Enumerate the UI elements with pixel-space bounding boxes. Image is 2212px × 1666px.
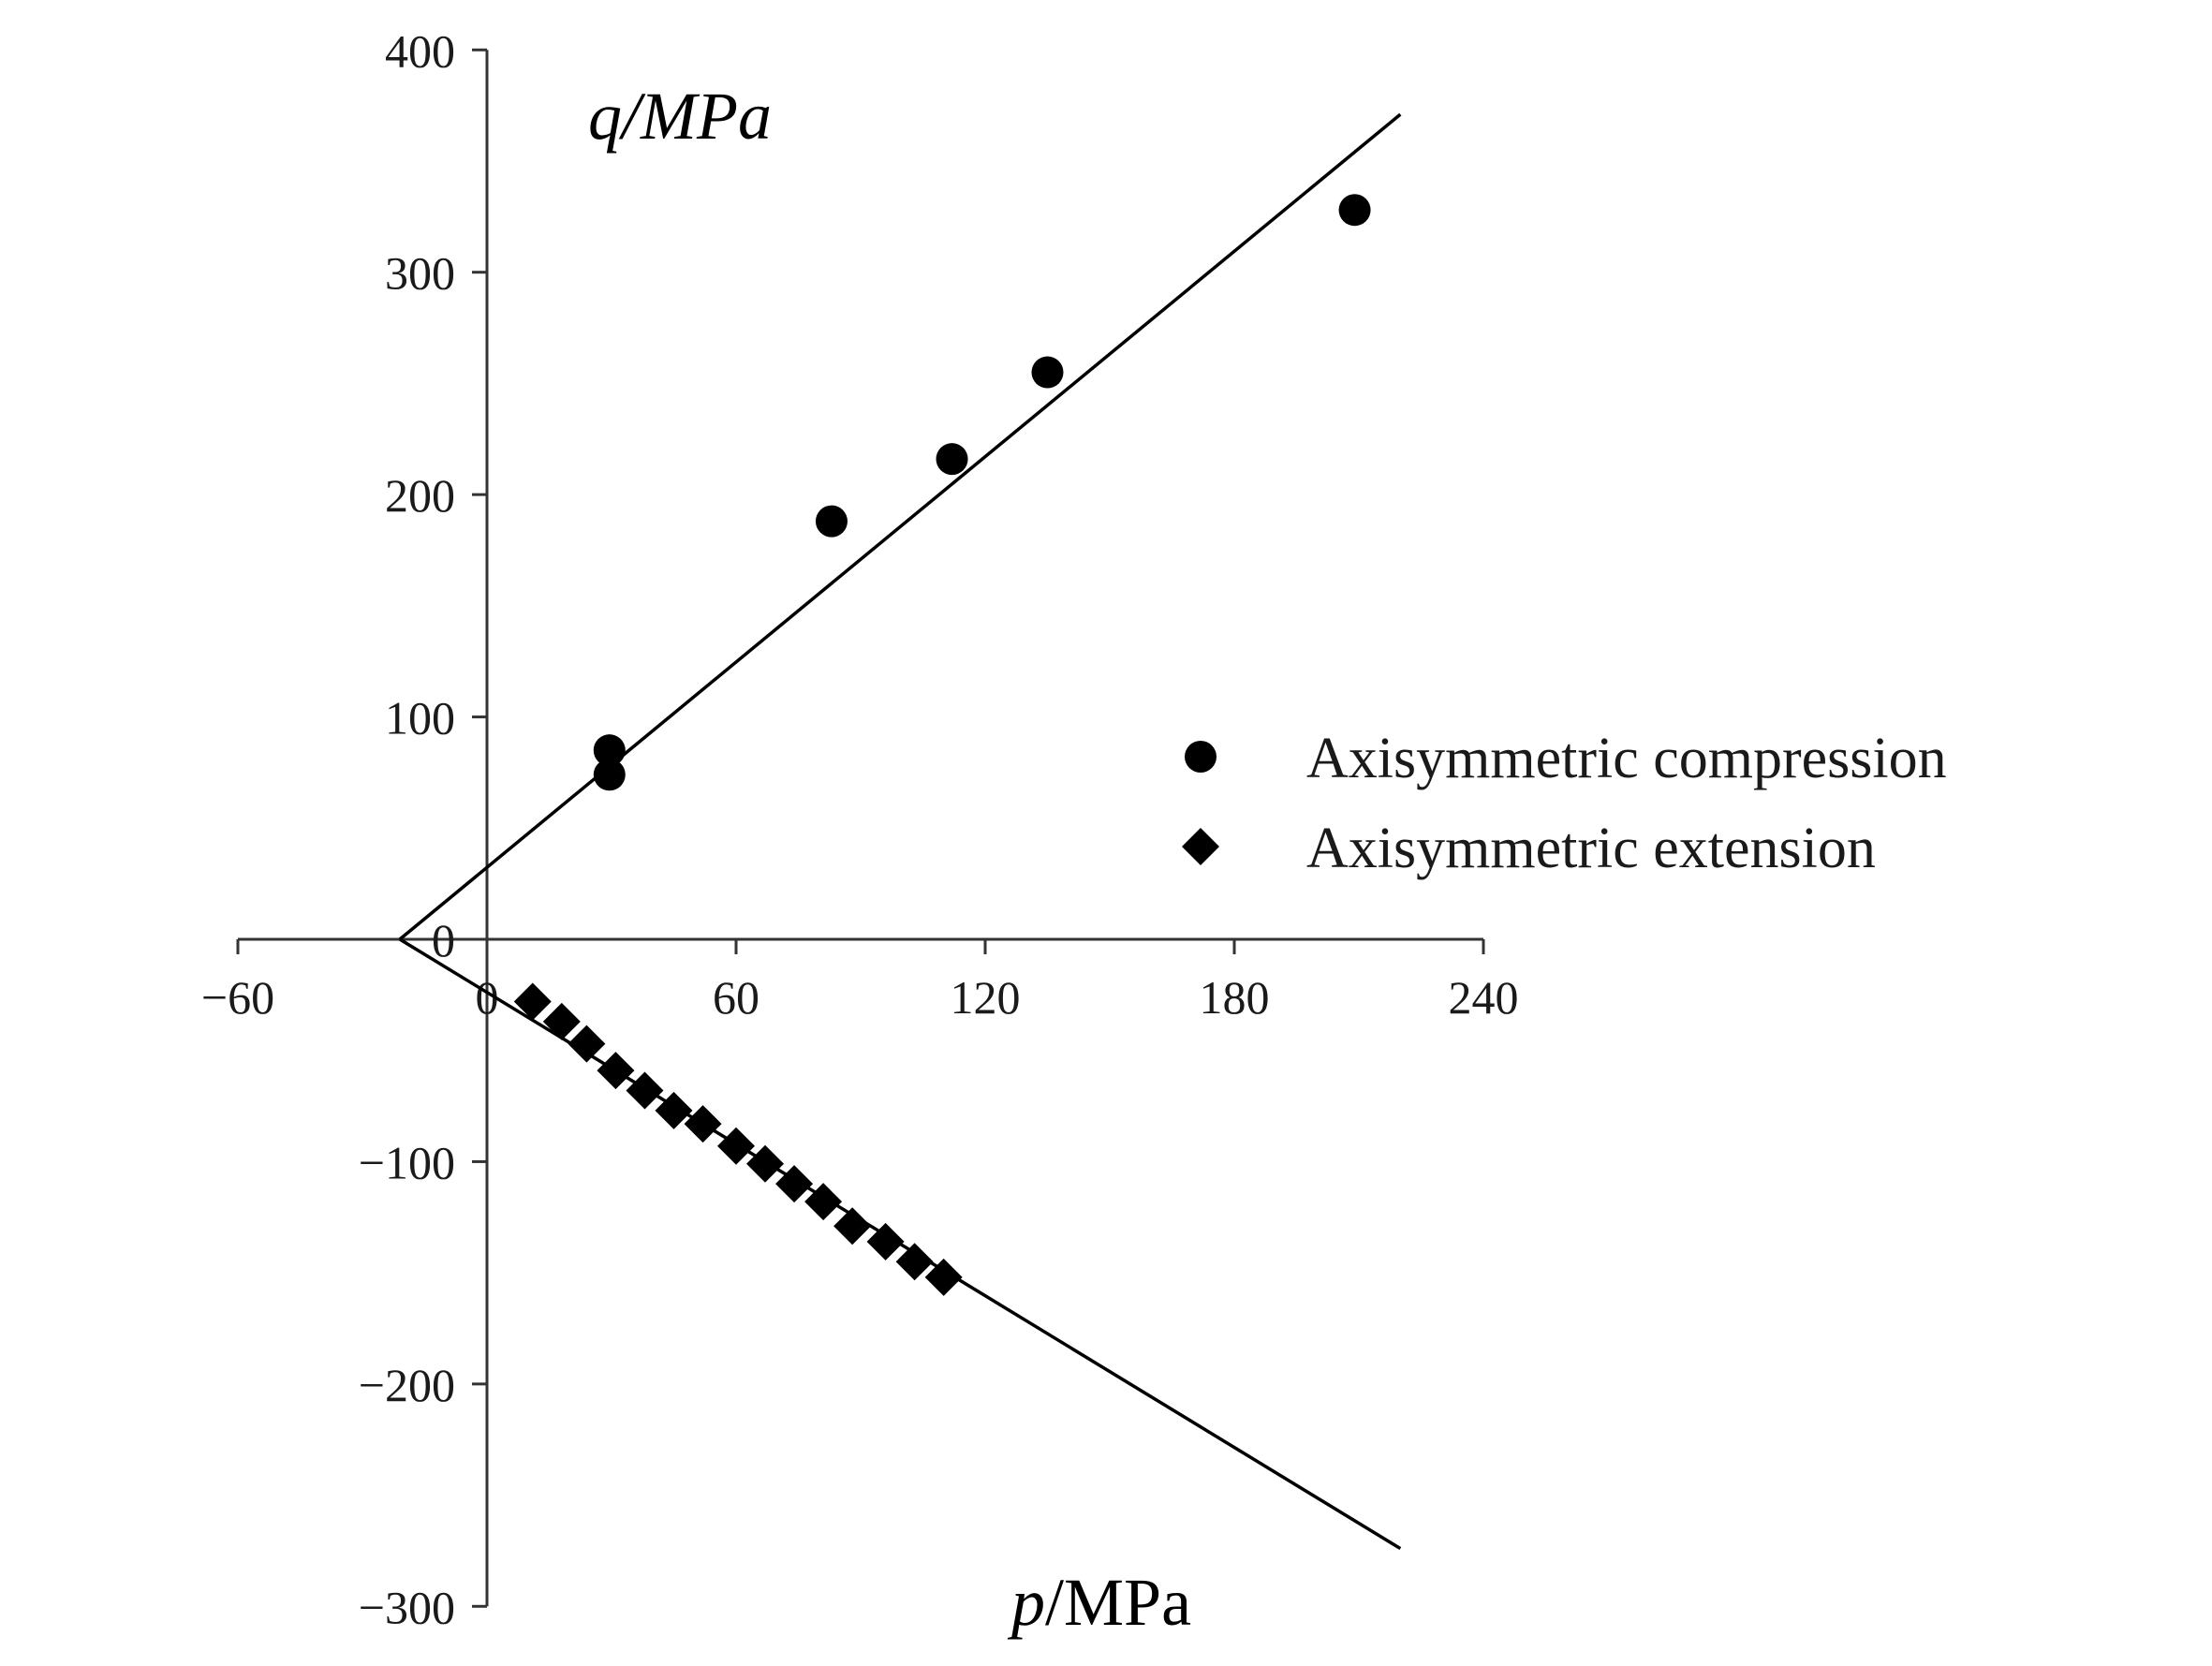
y-axis-title: q/MPa xyxy=(588,79,772,154)
x-tick-label: 60 xyxy=(713,971,759,1024)
x-tick-label: 120 xyxy=(950,971,1020,1024)
compression-point xyxy=(1338,194,1371,227)
y-tick-label: 0 xyxy=(432,914,455,966)
x-tick-label: 180 xyxy=(1199,971,1269,1024)
extension-point xyxy=(626,1071,664,1110)
y-tick-label: −100 xyxy=(359,1136,455,1188)
x-axis-title-variable: p xyxy=(1007,1565,1045,1640)
y-tick-label: 400 xyxy=(385,24,455,77)
compression-point xyxy=(593,759,626,791)
x-axis-title: p/MPa xyxy=(1007,1565,1191,1640)
legend-label: Axisymmetric extension xyxy=(1306,817,1876,880)
legend: Axisymmetric compression Axisymmetric ext… xyxy=(1182,727,1947,880)
fit-line xyxy=(398,112,1402,941)
compression-point xyxy=(1031,356,1064,389)
extension-point xyxy=(775,1165,814,1203)
legend-diamond-marker xyxy=(1182,828,1219,865)
compression-point xyxy=(593,734,626,767)
extension-point xyxy=(655,1091,693,1129)
compression-point xyxy=(815,505,848,538)
y-tick-label: −200 xyxy=(359,1359,455,1411)
extension-point xyxy=(684,1105,722,1143)
extension-point xyxy=(924,1258,963,1296)
x-tick-label: −60 xyxy=(201,971,274,1024)
y-tick-label: −300 xyxy=(359,1581,455,1633)
extension-point xyxy=(804,1183,843,1221)
y-tick-label: 200 xyxy=(385,469,455,522)
extension-point xyxy=(895,1243,934,1281)
compression-point xyxy=(936,443,968,476)
y-tick-label: 300 xyxy=(385,247,455,300)
legend-label: Axisymmetric compression xyxy=(1306,727,1947,790)
x-axis-title-unit: /MPa xyxy=(1045,1565,1191,1640)
extension-point xyxy=(513,982,552,1021)
extension-point xyxy=(568,1025,606,1063)
extension-point xyxy=(746,1144,785,1183)
fit-lines xyxy=(398,112,1402,1551)
y-tick-label: 100 xyxy=(385,692,455,745)
extension-point xyxy=(716,1127,755,1165)
legend-circle-marker xyxy=(1185,741,1217,773)
data-markers xyxy=(513,194,1371,1296)
extension-point xyxy=(542,1002,581,1040)
extension-point xyxy=(833,1207,872,1246)
x-tick-label: 240 xyxy=(1448,971,1518,1024)
extension-point xyxy=(866,1222,905,1261)
extension-point xyxy=(597,1052,635,1090)
